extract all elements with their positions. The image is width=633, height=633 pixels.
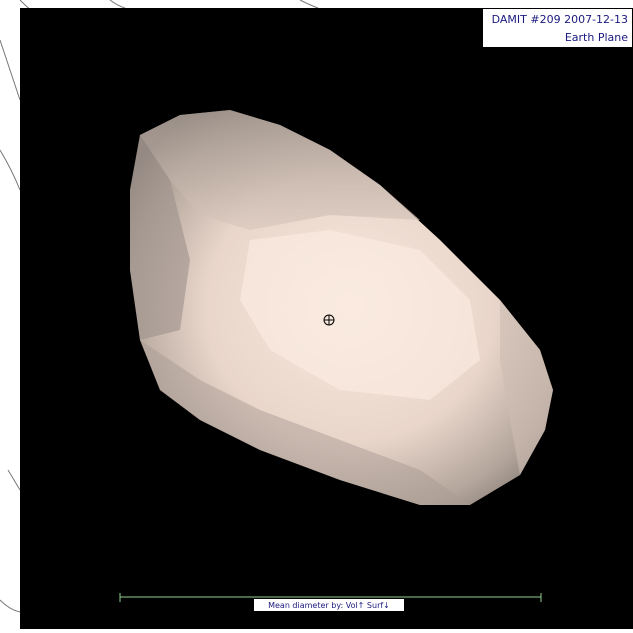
viewer: DAMIT #209 2007-12-13 Earth Plane Mean d…	[0, 0, 633, 629]
center-marker	[324, 315, 334, 325]
scale-label: Mean diameter by: Vol↑ Surf↓	[268, 601, 390, 610]
page: DAMIT #209 2007-12-13 Earth Plane Mean d…	[0, 0, 633, 629]
info-line: DAMIT #209 2007-12-13	[492, 13, 628, 26]
info-line: Earth Plane	[565, 31, 628, 44]
